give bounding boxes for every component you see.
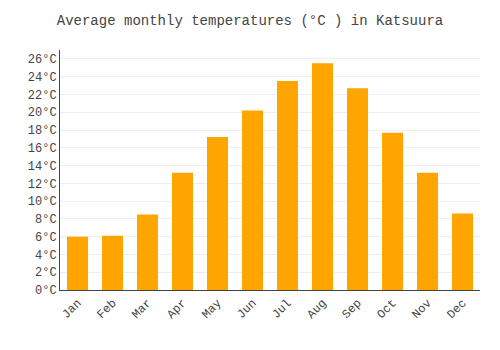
svg-text:8°C: 8°C — [35, 213, 57, 227]
svg-text:16°C: 16°C — [28, 142, 57, 156]
svg-text:10°C: 10°C — [28, 195, 57, 209]
svg-text:Oct: Oct — [374, 297, 399, 322]
svg-text:26°C: 26°C — [28, 53, 57, 67]
svg-text:Sep: Sep — [339, 297, 364, 322]
svg-text:Dec: Dec — [444, 297, 469, 322]
svg-text:Aug: Aug — [304, 297, 329, 322]
svg-text:Nov: Nov — [409, 297, 434, 322]
svg-text:24°C: 24°C — [28, 71, 57, 85]
svg-text:Jun: Jun — [234, 297, 259, 322]
svg-text:20°C: 20°C — [28, 106, 57, 120]
svg-text:Mar: Mar — [129, 297, 154, 322]
svg-text:22°C: 22°C — [28, 89, 57, 103]
svg-text:18°C: 18°C — [28, 124, 57, 138]
svg-text:Apr: Apr — [164, 297, 189, 322]
svg-text:May: May — [199, 297, 224, 322]
svg-text:4°C: 4°C — [35, 249, 57, 263]
svg-text:14°C: 14°C — [28, 160, 57, 174]
svg-text:6°C: 6°C — [35, 231, 57, 245]
svg-text:Jan: Jan — [59, 297, 84, 322]
svg-text:12°C: 12°C — [28, 178, 57, 192]
svg-text:Feb: Feb — [94, 297, 119, 322]
svg-text:Average monthly temperatures (: Average monthly temperatures (°C ) in Ka… — [57, 13, 443, 29]
svg-text:Jul: Jul — [269, 297, 294, 322]
svg-text:0°C: 0°C — [35, 284, 57, 298]
svg-text:2°C: 2°C — [35, 266, 57, 280]
